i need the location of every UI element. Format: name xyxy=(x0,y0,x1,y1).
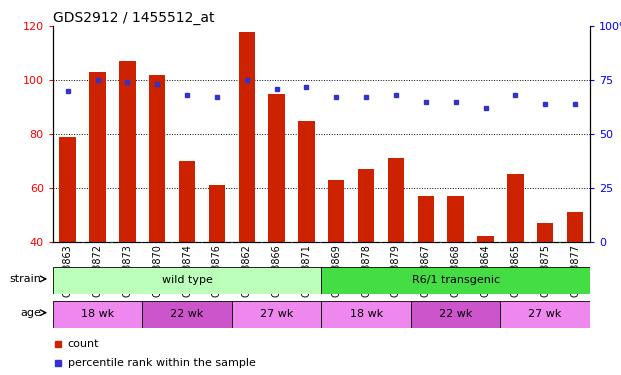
Text: GSM83878: GSM83878 xyxy=(361,244,371,297)
Text: GSM83877: GSM83877 xyxy=(570,244,580,297)
Bar xyxy=(322,301,411,328)
Text: GSM83872: GSM83872 xyxy=(93,244,102,297)
Bar xyxy=(507,174,524,242)
Bar xyxy=(53,301,142,328)
Text: 18 wk: 18 wk xyxy=(81,309,114,319)
Text: GSM83868: GSM83868 xyxy=(451,244,461,297)
Bar xyxy=(298,121,315,242)
Bar xyxy=(119,61,135,242)
Text: GSM83874: GSM83874 xyxy=(182,244,192,297)
Text: GSM83866: GSM83866 xyxy=(271,244,281,297)
Text: GSM83871: GSM83871 xyxy=(301,244,312,297)
Text: GSM83864: GSM83864 xyxy=(481,244,491,297)
Bar xyxy=(179,161,195,242)
Text: GSM83879: GSM83879 xyxy=(391,244,401,297)
Text: wild type: wild type xyxy=(161,275,212,285)
Text: R6/1 transgenic: R6/1 transgenic xyxy=(412,275,500,285)
Text: GSM83865: GSM83865 xyxy=(510,244,520,297)
Text: GSM83875: GSM83875 xyxy=(540,244,550,297)
Bar xyxy=(388,158,404,242)
Bar xyxy=(411,301,501,328)
Bar xyxy=(501,301,590,328)
Bar xyxy=(89,72,106,242)
Bar xyxy=(358,169,374,242)
Text: 22 wk: 22 wk xyxy=(439,309,473,319)
Bar xyxy=(328,180,345,242)
Bar xyxy=(53,267,322,294)
Bar xyxy=(537,223,553,242)
Text: 27 wk: 27 wk xyxy=(260,309,293,319)
Bar xyxy=(478,237,494,242)
Text: GDS2912 / 1455512_at: GDS2912 / 1455512_at xyxy=(53,11,214,25)
Bar xyxy=(417,196,434,242)
Bar xyxy=(232,301,322,328)
Text: percentile rank within the sample: percentile rank within the sample xyxy=(68,358,256,368)
Bar xyxy=(567,212,583,242)
Bar xyxy=(149,75,165,242)
Bar xyxy=(322,267,590,294)
Text: GSM83876: GSM83876 xyxy=(212,244,222,297)
Bar xyxy=(209,185,225,242)
Bar xyxy=(268,94,285,242)
Text: GSM83870: GSM83870 xyxy=(152,244,162,297)
Bar xyxy=(142,301,232,328)
Text: GSM83867: GSM83867 xyxy=(421,244,431,297)
Text: GSM83873: GSM83873 xyxy=(122,244,132,297)
Text: age: age xyxy=(20,308,41,318)
Text: GSM83863: GSM83863 xyxy=(63,244,73,297)
Text: 27 wk: 27 wk xyxy=(528,309,562,319)
Bar xyxy=(448,196,464,242)
Text: 18 wk: 18 wk xyxy=(350,309,383,319)
Text: 22 wk: 22 wk xyxy=(170,309,204,319)
Text: strain: strain xyxy=(9,274,41,284)
Text: count: count xyxy=(68,339,99,349)
Bar xyxy=(60,137,76,242)
Text: GSM83862: GSM83862 xyxy=(242,244,252,297)
Text: GSM83869: GSM83869 xyxy=(331,244,342,297)
Bar xyxy=(238,32,255,242)
